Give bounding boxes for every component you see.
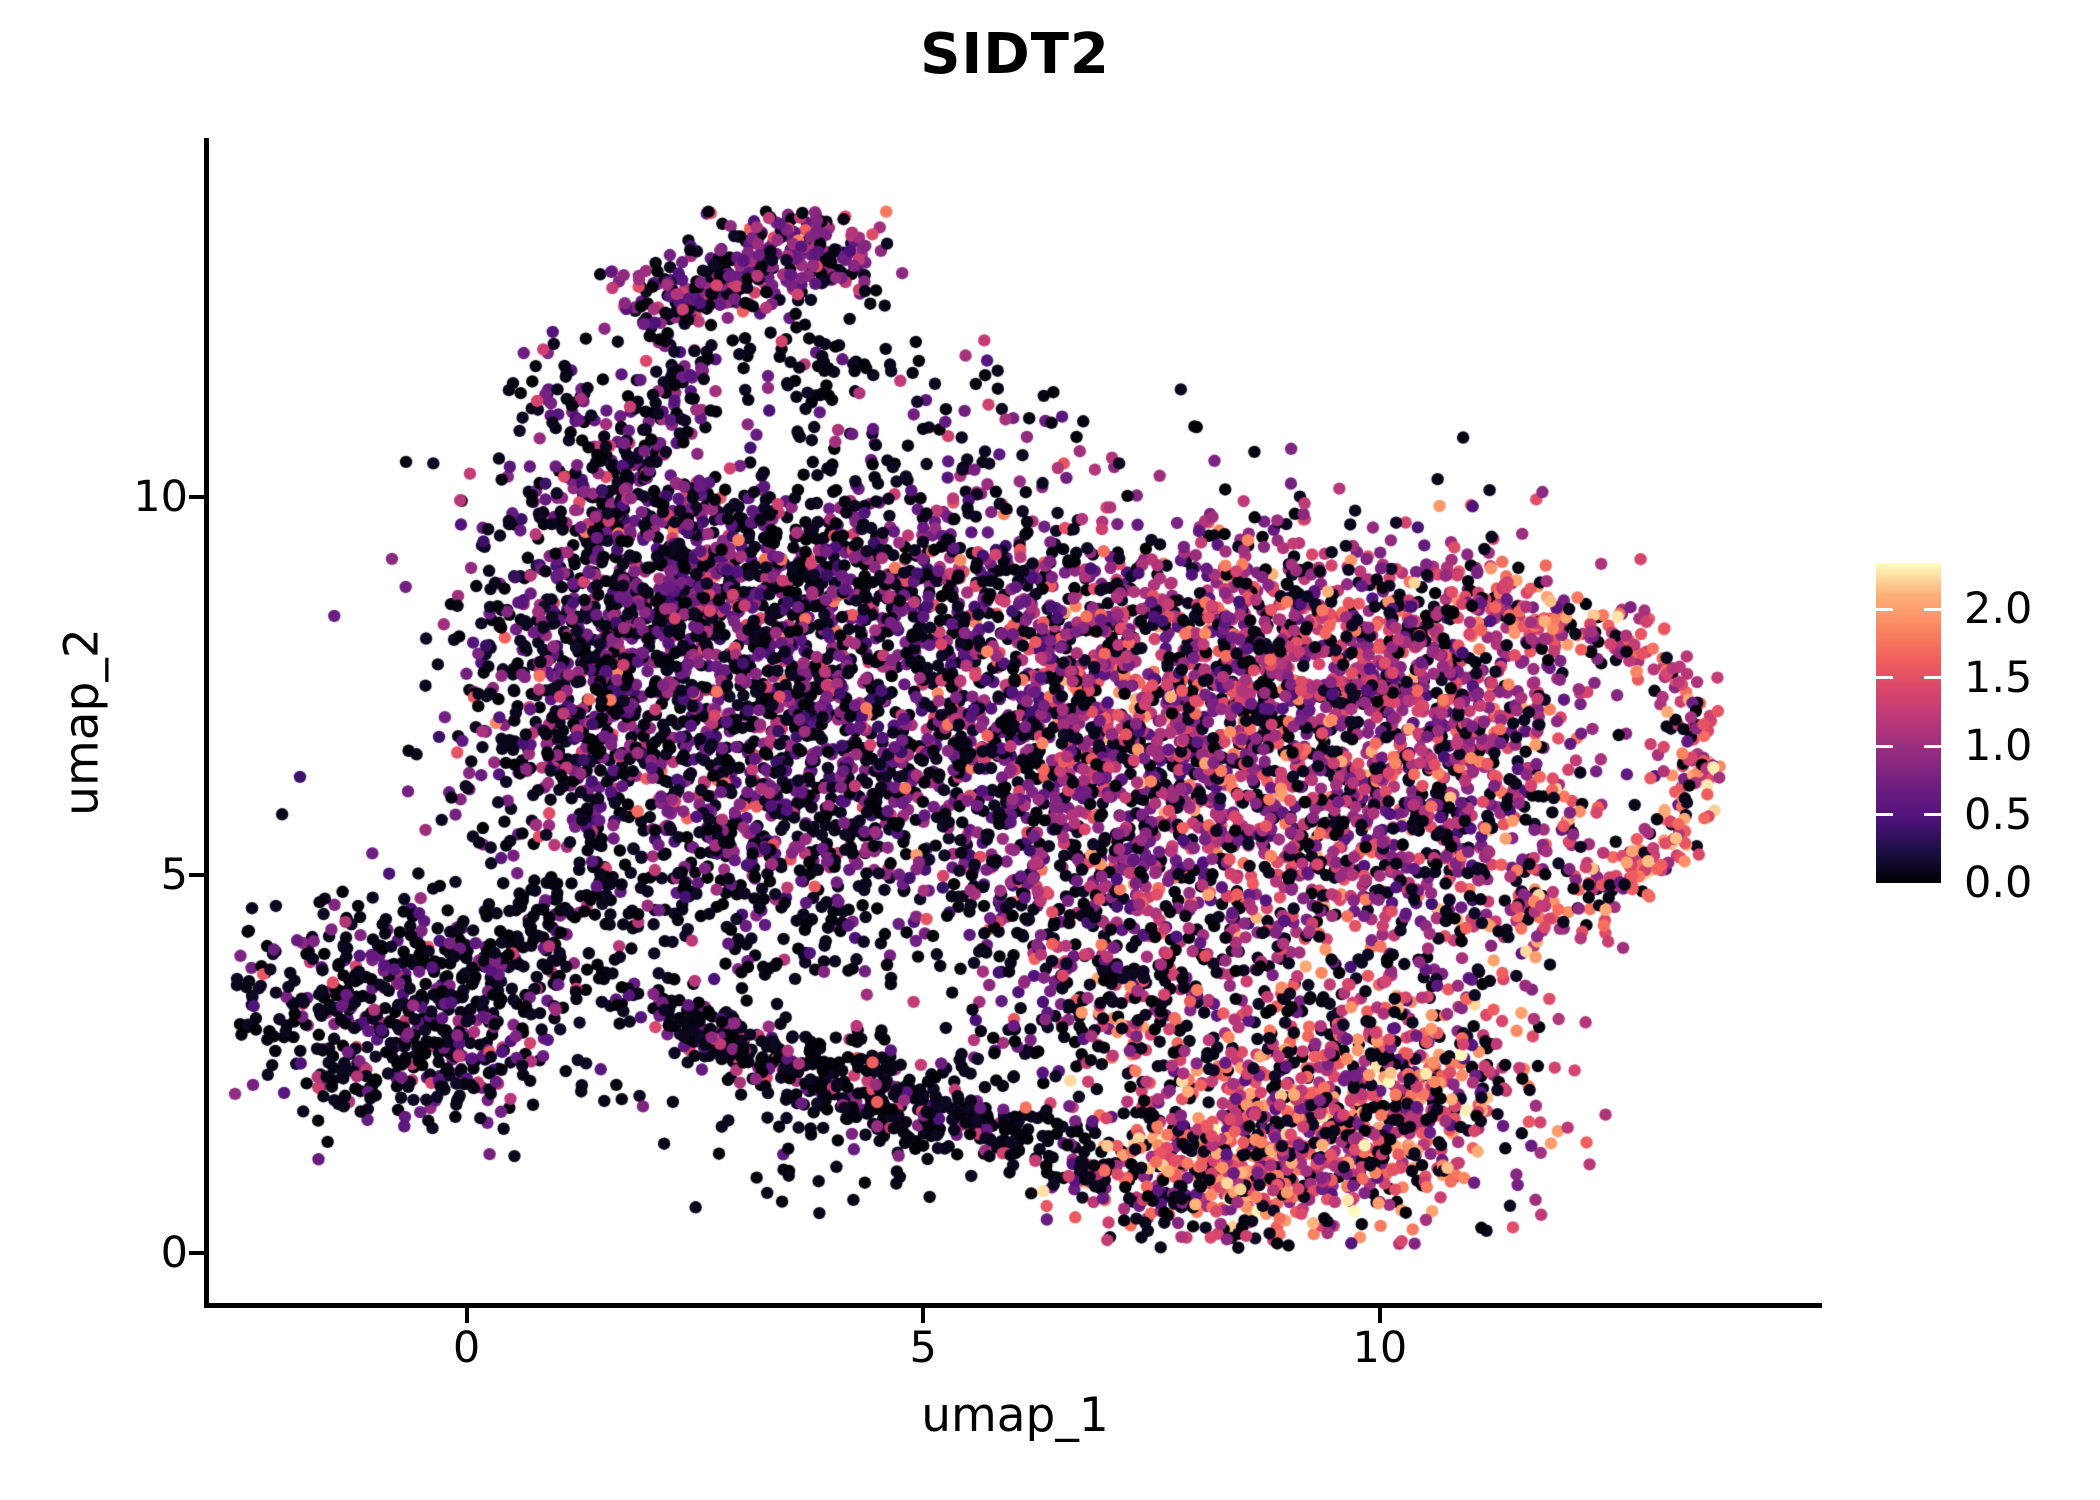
- colorbar-tick: [1876, 607, 1893, 611]
- colorbar-tick: [1924, 676, 1941, 680]
- colorbar-label-1.5: 1.5: [1964, 652, 2033, 703]
- y-tick-label-0: 0: [160, 1227, 188, 1278]
- colorbar-tick: [1924, 744, 1941, 748]
- x-tick-label-5: 5: [909, 1323, 937, 1373]
- colorbar-gradient: [1876, 563, 1941, 883]
- x-tick-5: [921, 1308, 926, 1323]
- y-tick-label-5: 5: [160, 849, 188, 900]
- y-tick-0: [189, 1250, 204, 1255]
- colorbar-label-0.0: 0.0: [1964, 858, 2033, 908]
- x-axis-spine: [204, 1303, 1822, 1308]
- x-tick-0: [464, 1308, 469, 1323]
- y-tick-10: [189, 494, 204, 499]
- x-tick-label-10: 10: [1352, 1323, 1408, 1373]
- x-tick-label-0: 0: [452, 1323, 481, 1373]
- x-tick-10: [1377, 1308, 1382, 1323]
- colorbar-label-1.0: 1.0: [1964, 721, 2033, 772]
- colorbar-tick: [1876, 744, 1893, 748]
- colorbar-label-0.5: 0.5: [1964, 789, 2033, 840]
- y-axis-label: umap_2: [54, 628, 110, 816]
- colorbar-tick: [1924, 813, 1941, 817]
- x-axis-label: umap_1: [921, 1388, 1109, 1443]
- y-axis-spine: [204, 138, 209, 1308]
- y-tick-label-10: 10: [133, 471, 188, 522]
- y-tick-5: [189, 872, 204, 877]
- colorbar-label-2.0: 2.0: [1964, 584, 2033, 635]
- colorbar-tick: [1876, 813, 1893, 817]
- colorbar-tick: [1924, 607, 1941, 611]
- colorbar-tick: [1876, 676, 1893, 680]
